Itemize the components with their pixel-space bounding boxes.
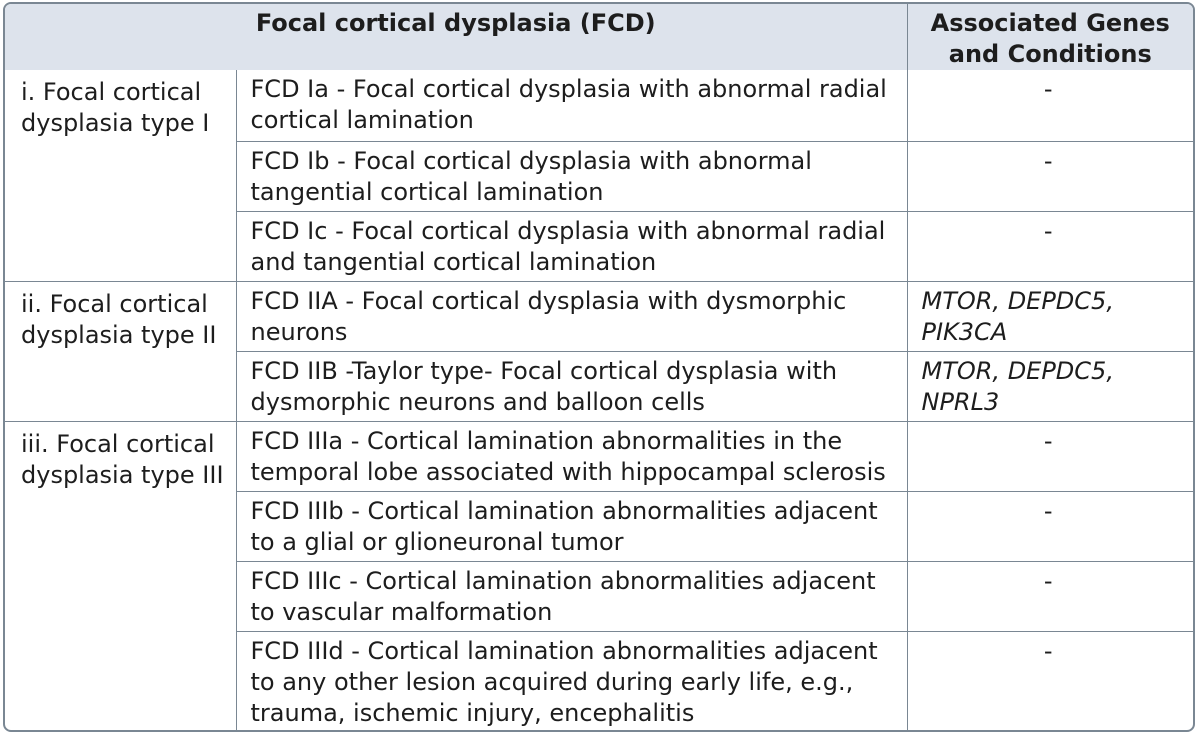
subtype-fcd-iia: FCD IIA - Focal cortical dysplasia with … — [235, 280, 908, 352]
fcd-classification-table-frame: Focal cortical dysplasia (FCD) Associate… — [3, 2, 1195, 732]
genes-fcd-iia-text: MTOR, DEPDC5, PIK3CA — [921, 286, 1114, 346]
table-row: FCD Ic - Focal cortical dysplasia with a… — [5, 210, 1193, 282]
subtype-fcd-ic: FCD Ic - Focal cortical dysplasia with a… — [236, 210, 908, 282]
genes-fcd-iib: MTOR, DEPDC5, NPRL3 — [906, 350, 1193, 422]
table-header-row: Focal cortical dysplasia (FCD) Associate… — [5, 4, 1193, 70]
subtype-fcd-ia: FCD Ia - Focal cortical dysplasia with a… — [235, 70, 908, 142]
table-row: ii. Focal cortical dysplasia type II FCD… — [5, 280, 1193, 422]
table-row: iii. Focal cortical dysplasia type III F… — [5, 420, 1193, 730]
subtype-fcd-iiia: FCD IIIa - Cortical lamination abnormali… — [235, 420, 908, 492]
genes-fcd-iia: MTOR, DEPDC5, PIK3CA — [906, 280, 1193, 352]
genes-fcd-ib: - — [906, 140, 1193, 212]
subtype-fcd-iiib: FCD IIIb - Cortical lamination abnormali… — [236, 490, 908, 562]
genes-fcd-iiib: - — [906, 490, 1193, 562]
group-label-type-2: ii. Focal cortical dysplasia type II — [5, 280, 237, 422]
header-fcd: Focal cortical dysplasia (FCD) — [5, 4, 908, 70]
header-associated-genes: Associated Genes and Conditions — [906, 4, 1193, 70]
table-row: FCD IIIb - Cortical lamination abnormali… — [5, 490, 1193, 562]
table-row: FCD IIIc - Cortical lamination abnormali… — [5, 560, 1193, 632]
genes-fcd-ia: - — [906, 70, 1193, 142]
table-row: FCD Ib - Focal cortical dysplasia with a… — [5, 140, 1193, 212]
genes-fcd-ic: - — [906, 210, 1193, 282]
table-row: FCD IIId - Cortical lamination abnormali… — [5, 630, 1193, 730]
genes-fcd-iiic: - — [906, 560, 1193, 632]
genes-fcd-iiia: - — [906, 420, 1193, 492]
fcd-classification-table: Focal cortical dysplasia (FCD) Associate… — [5, 4, 1193, 730]
genes-fcd-iiid: - — [906, 630, 1193, 730]
table-row: FCD IIB -Taylor type- Focal cortical dys… — [5, 350, 1193, 422]
subtype-fcd-iib: FCD IIB -Taylor type- Focal cortical dys… — [236, 350, 908, 422]
table-row: i. Focal cortical dysplasia type I FCD I… — [5, 70, 1193, 282]
group-label-type-3: iii. Focal cortical dysplasia type III — [5, 420, 237, 730]
group-label-type-1: i. Focal cortical dysplasia type I — [5, 70, 237, 282]
genes-fcd-iib-text: MTOR, DEPDC5, NPRL3 — [921, 356, 1114, 416]
subtype-fcd-iiic: FCD IIIc - Cortical lamination abnormali… — [236, 560, 908, 632]
subtype-fcd-iiid: FCD IIId - Cortical lamination abnormali… — [236, 630, 908, 730]
subtype-fcd-ib: FCD Ib - Focal cortical dysplasia with a… — [236, 140, 908, 212]
